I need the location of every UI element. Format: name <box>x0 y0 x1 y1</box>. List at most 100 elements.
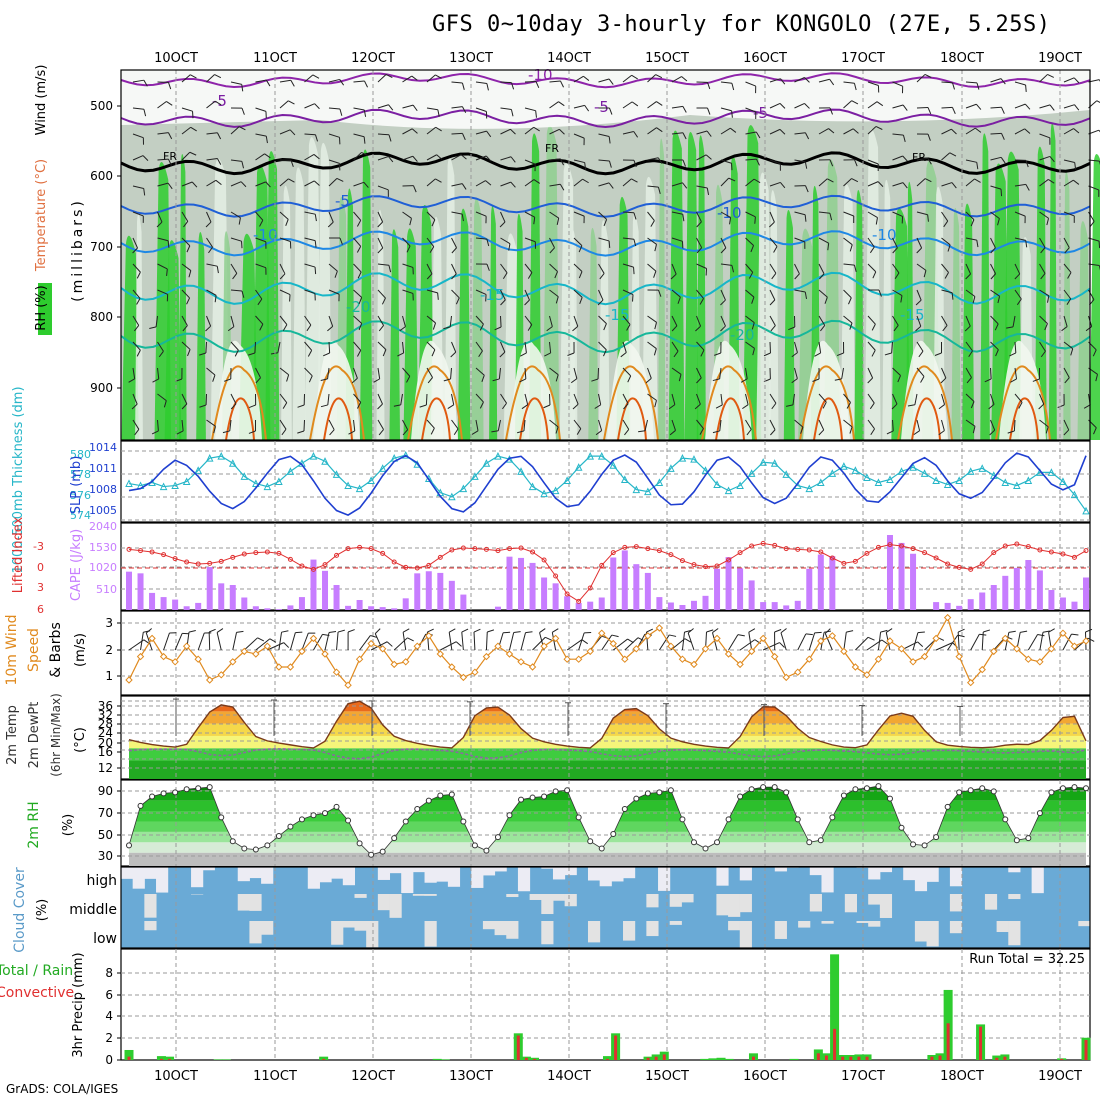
wind-barb-staff <box>377 133 390 136</box>
bottom-axis-label: 10OCT <box>154 1069 198 1084</box>
wind-barb <box>402 211 412 226</box>
lifted-point <box>241 551 247 557</box>
wind-barb <box>647 289 662 297</box>
wind-barb-staff <box>892 182 904 187</box>
wind-barb-flag <box>805 185 809 193</box>
wind-barb <box>794 263 800 280</box>
precip-conv-bar <box>946 1023 950 1060</box>
rh2m-point <box>471 842 478 849</box>
wind-barb-staff <box>206 367 216 376</box>
rh2m-point <box>840 792 847 799</box>
wind-barb-staff <box>426 367 433 378</box>
wind10-point <box>321 650 329 658</box>
wind-barb-staff <box>255 107 267 112</box>
wind-barb-flag <box>1000 78 1006 85</box>
wind-barb <box>720 237 727 254</box>
wind-barb <box>984 367 992 383</box>
wind-barb-flag <box>227 326 235 332</box>
wind-barb <box>671 132 687 140</box>
wind-barb-flag <box>265 79 271 87</box>
wind-barb-staff <box>720 263 732 266</box>
wind-barb <box>181 289 191 305</box>
wind-barb <box>304 263 317 275</box>
wind-barb <box>622 237 637 247</box>
wind10-barb <box>347 629 355 651</box>
wind-barb-staff <box>745 237 754 246</box>
lifted-point <box>633 544 639 550</box>
wind-barb-flag <box>902 104 908 111</box>
wind-barb-flag <box>576 428 582 435</box>
wind-barb-staff <box>745 315 755 324</box>
cloud-gap <box>482 867 496 876</box>
rh2m-point <box>529 794 536 801</box>
wind-barb-staff <box>181 315 188 326</box>
wind-barb-staff <box>1014 183 1026 187</box>
wind10-barb <box>359 635 378 651</box>
wind-barb <box>916 211 929 222</box>
thickness-point <box>401 451 410 459</box>
wind-barb <box>671 182 688 189</box>
wind-barb-staff <box>181 341 191 350</box>
wind-barb-flag <box>943 220 949 228</box>
wind-barb <box>519 367 527 383</box>
wind-barb-staff <box>1014 289 1022 300</box>
thickness-point <box>655 478 664 487</box>
wind10-barb <box>520 631 533 651</box>
wind-barb-flag <box>502 272 508 279</box>
wind-barb-staff <box>696 341 705 351</box>
wind10-point <box>598 629 606 637</box>
wind-barb-staff <box>549 101 559 109</box>
wind-barb <box>594 393 602 409</box>
wind-barb-staff <box>990 393 995 405</box>
wind10-point <box>540 642 548 650</box>
precip-total-bar <box>440 1059 450 1060</box>
wind-barb <box>990 211 1000 226</box>
cloud-unit-label: (%) <box>35 899 50 922</box>
wind-barb-flag <box>216 132 222 140</box>
wind-barb-flag <box>407 637 414 642</box>
wind-barb-flag <box>182 325 188 332</box>
top-axis-label: 10OCT <box>154 51 198 66</box>
wind10-barb <box>1039 630 1050 651</box>
wind-barb <box>696 154 712 161</box>
wind-barb-flag <box>1093 427 1097 435</box>
wind-barb <box>402 128 418 135</box>
wind-barb-flag <box>214 295 217 303</box>
wind-barb-staff <box>916 157 928 161</box>
wind-barb <box>426 315 437 330</box>
wind-barb-staff <box>671 367 682 375</box>
wind-barb-flag <box>728 177 736 182</box>
wind10-point <box>229 658 237 666</box>
wind-barb-staff <box>720 211 731 218</box>
wind-barb <box>181 107 194 119</box>
wind-barb-flag <box>491 430 499 433</box>
wind-barb-flag <box>238 126 246 131</box>
wind-barb <box>892 289 903 303</box>
wind10-barb <box>208 628 216 651</box>
thickness-tick-label: 578 <box>70 468 91 481</box>
precip-conv-bar <box>662 1054 666 1060</box>
wind10-barb <box>912 631 925 651</box>
wind10-barb <box>216 628 224 651</box>
wind-barb <box>598 159 612 168</box>
lifted-point <box>703 564 709 570</box>
cloud-gap <box>1008 921 1021 946</box>
wind-barb <box>843 128 859 135</box>
wind-barb <box>712 419 722 434</box>
wind-barb <box>769 237 778 253</box>
wind-barb-staff <box>549 183 561 187</box>
wind-barb-staff <box>524 315 533 325</box>
wind10-barb <box>808 631 822 651</box>
wind-barb-staff <box>500 181 511 187</box>
wind-barb-flag <box>584 105 590 112</box>
wind-barb-flag <box>627 375 632 383</box>
wind10-point <box>1070 642 1079 650</box>
wind-barb-staff <box>622 211 635 214</box>
wind-barb-staff <box>745 107 756 113</box>
wind-barb <box>402 289 414 301</box>
wind10-point <box>978 665 986 674</box>
thickness-point <box>482 459 491 467</box>
wind-barb-staff <box>524 263 533 273</box>
wind-barb-staff <box>843 211 854 217</box>
wind-barb-flag <box>143 188 146 196</box>
